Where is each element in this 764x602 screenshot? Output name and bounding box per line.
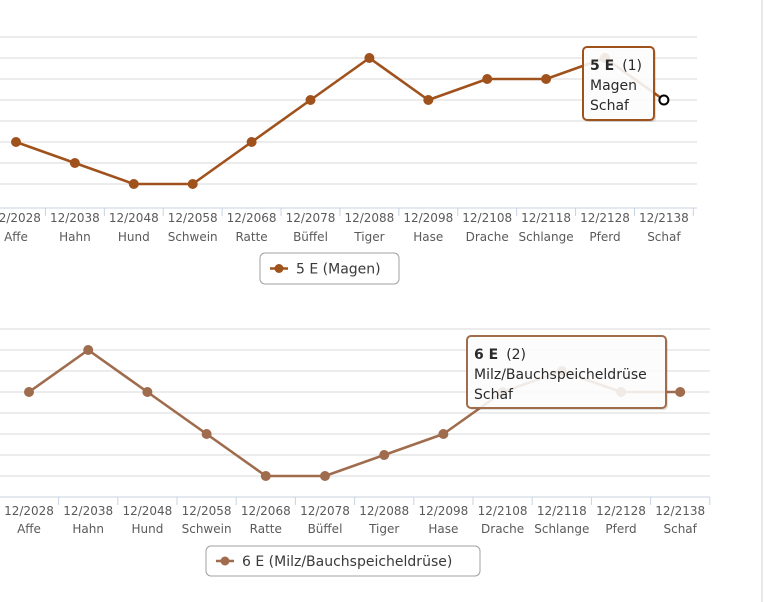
data-point[interactable] <box>142 387 153 397</box>
data-point[interactable] <box>24 387 34 397</box>
x-tick-label-animal: Schaf <box>647 230 681 244</box>
x-tick-label-animal: Büffel <box>293 230 328 244</box>
tooltip-series: 5 E <box>590 58 614 74</box>
x-tick-label-animal: Affe <box>17 522 41 536</box>
x-tick-label-animal: Schlange <box>519 230 574 244</box>
data-point[interactable] <box>11 137 21 147</box>
x-tick-label-date: 12/2098 <box>403 211 453 225</box>
tooltip-line2: Schaf <box>590 98 630 114</box>
data-point[interactable] <box>260 471 271 481</box>
x-tick-label-date: 12/2118 <box>521 211 571 225</box>
tooltip: 6 E (2) Milz/Bauchspeicheldrüse Schaf <box>466 335 668 410</box>
x-tick-label-animal: Hase <box>428 522 458 536</box>
x-tick-label-animal: Schwein <box>182 522 232 536</box>
data-point[interactable] <box>305 95 316 105</box>
x-tick-label-date: 12/2118 <box>537 504 587 518</box>
data-point[interactable] <box>438 429 449 439</box>
tooltip: 5 E (1) Magen Schaf <box>582 46 656 122</box>
tooltip-value: (1) <box>622 58 642 74</box>
tooltip-title: 5 E (1) <box>590 58 642 74</box>
legend[interactable]: 6 E (Milz/Bauchspeicheldrüse) <box>205 545 481 577</box>
x-tick-label-animal: Tiger <box>368 522 399 536</box>
data-point[interactable] <box>658 94 670 106</box>
legend-label: 5 E (Magen) <box>296 262 381 278</box>
x-tick-label-animal: Hase <box>413 230 443 244</box>
data-point[interactable] <box>675 387 686 397</box>
x-tick-label-animal: Schlange <box>534 522 589 536</box>
tooltip-line1: Magen <box>590 78 637 94</box>
x-tick-label-animal: Pferd <box>589 230 620 244</box>
chart-2: 12/2028 Affe 12/2038 Hahn 12/2048 Hund 12/2058… <box>0 328 711 577</box>
data-point[interactable] <box>201 429 212 439</box>
x-tick-label-animal: Hund <box>118 230 150 244</box>
x-tick-label-date: 12/2128 <box>580 211 630 225</box>
legend-box <box>205 545 481 577</box>
x-tick-label-animal: Affe <box>4 230 28 244</box>
data-point[interactable] <box>320 471 330 481</box>
legend-box <box>259 252 400 285</box>
data-point[interactable] <box>541 74 552 84</box>
x-tick-label-date: 12/2038 <box>50 211 100 225</box>
x-tick-label-date: 12/2068 <box>241 504 291 518</box>
x-tick-label-date: 12/2128 <box>596 504 646 518</box>
x-tick-label-animal: Schwein <box>168 230 218 244</box>
x-tick-label-date: 12/2028 <box>4 504 54 518</box>
x-tick-label-date: 12/2048 <box>122 504 172 518</box>
legend-marker-icon <box>274 264 284 273</box>
x-tick-label-date: 12/2108 <box>478 504 528 518</box>
x-tick-label-animal: Drache <box>481 522 524 536</box>
x-tick-label-date: 12/2108 <box>462 211 512 225</box>
x-tick-label-animal: Schaf <box>663 522 697 536</box>
data-point[interactable] <box>482 74 493 84</box>
x-tick-label-animal: Drache <box>466 230 509 244</box>
legend-marker-icon <box>220 556 230 566</box>
tooltip-title: 6 E (2) <box>474 347 526 363</box>
tooltip-box <box>466 335 667 409</box>
series-line <box>15 56 665 186</box>
x-tick-label-date: 12/2038 <box>63 504 113 518</box>
data-point[interactable] <box>128 179 139 189</box>
data-point[interactable] <box>69 158 80 168</box>
x-tick-label-animal: Ratte <box>235 230 267 244</box>
x-tick-label-animal: Büffel <box>308 522 343 536</box>
x-tick-label-animal: Hahn <box>72 522 104 536</box>
x-tick-label-date: 12/2028 <box>0 211 41 225</box>
chart-1: 12/2028 Affe 12/2038 Hahn 12/2048 Hund 12/2058… <box>0 36 697 285</box>
x-tick-label-animal: Hahn <box>59 230 91 244</box>
tooltip-line2: Schaf <box>474 387 514 403</box>
x-tick-label-date: 12/2078 <box>286 211 336 225</box>
x-tick-label-date: 12/2048 <box>109 211 159 225</box>
x-tick-label-animal: Hund <box>131 522 163 536</box>
x-tick-label-date: 12/2138 <box>639 211 689 225</box>
x-tick-label-date: 12/2078 <box>300 504 350 518</box>
x-tick-label-date: 12/2068 <box>227 211 277 225</box>
data-point[interactable] <box>83 345 94 355</box>
data-point[interactable] <box>423 95 434 105</box>
x-tick-label-date: 12/2138 <box>655 504 705 518</box>
x-tick-label-date: 12/2098 <box>418 504 468 518</box>
data-point[interactable] <box>379 450 390 460</box>
x-tick-label-date: 12/2088 <box>344 211 394 225</box>
legend[interactable]: 5 E (Magen) <box>259 252 400 285</box>
x-tick-label-date: 12/2058 <box>168 211 218 225</box>
data-point[interactable] <box>246 137 257 147</box>
data-point[interactable] <box>364 53 375 63</box>
data-point[interactable] <box>187 179 198 189</box>
tooltip-box <box>582 46 655 121</box>
tooltip-value: (2) <box>506 347 526 363</box>
x-tick-label-date: 12/2058 <box>182 504 232 518</box>
x-tick-label-animal: Tiger <box>353 230 384 244</box>
tooltip-series: 6 E <box>474 347 498 363</box>
legend-label: 6 E (Milz/Bauchspeicheldrüse) <box>242 554 452 570</box>
tooltip-line1: Milz/Bauchspeicheldrüse <box>474 367 647 383</box>
x-tick-label-animal: Ratte <box>250 522 282 536</box>
x-tick-label-animal: Pferd <box>605 522 636 536</box>
x-tick-label-date: 12/2088 <box>359 504 409 518</box>
